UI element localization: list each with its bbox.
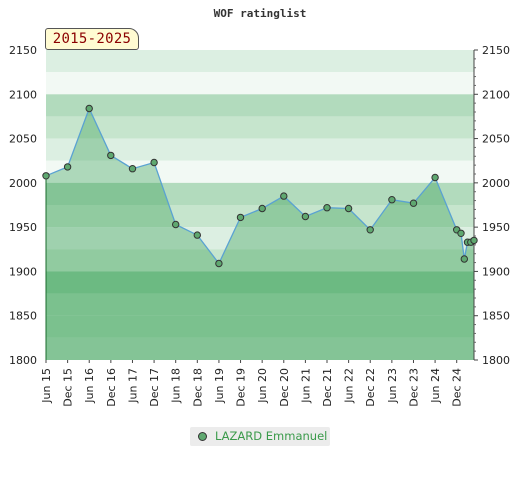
x-tick-label: Dec 15 [62,368,75,407]
y-tick-label-left: 1900 [9,265,37,278]
data-point [457,229,465,238]
x-tick-label: Jun 20 [256,368,269,404]
grid-band [46,116,474,139]
rating-points [42,104,478,268]
data-point [193,231,202,239]
x-tick-label: Dec 18 [191,368,204,407]
y-tick-label-right: 1850 [482,310,510,323]
x-tick-label: Dec 16 [105,368,118,407]
grid-band [46,182,474,205]
grid-band [46,293,474,316]
data-point [431,173,439,182]
x-tick-label: Dec 23 [407,368,420,407]
x-tick-label: Jun 21 [299,368,312,404]
grid-band [46,249,474,272]
x-tick-label: Dec 24 [451,368,464,407]
data-point [470,236,478,245]
x-tick-label: Dec 22 [364,368,377,407]
x-tick-label: Jun 17 [126,368,139,404]
y-tick-label-right: 1800 [482,354,510,367]
data-point [388,196,396,204]
y-tick-label-right: 1900 [482,265,510,278]
y-tick-label-left: 1950 [9,221,37,234]
grid-band [46,315,474,338]
x-tick-label: Jun 22 [343,368,356,404]
y-tick-label-left: 1850 [9,310,37,323]
y-tick-label-right: 1950 [482,221,510,234]
rating-area-fill [46,108,474,360]
data-point [344,204,353,213]
legend-marker-icon [198,432,207,441]
data-point [236,213,245,222]
chart-axes: 1800 1800 1850 1850 1900 1900 1950 1950 2000 2000… [9,44,510,407]
x-tick-label: Dec 20 [278,368,291,407]
data-point [409,199,418,207]
y-tick-label-right: 2150 [482,44,510,57]
data-point [63,163,72,171]
x-tick-label: Jun 18 [170,368,183,404]
y-tick-label-left: 2000 [9,177,37,190]
data-point [42,172,50,180]
period-label: 2015-2025 [52,31,132,47]
data-point [366,226,374,234]
y-tick-label-right: 2050 [482,133,510,146]
y-tick-label-left: 2050 [9,133,37,146]
rating-bands [46,50,474,360]
grid-band [46,271,474,294]
y-tick-label-right: 2000 [482,177,510,190]
data-point [301,212,310,221]
period-badge: 2015-2025 [45,28,139,50]
data-point [150,158,158,167]
data-point [258,204,266,213]
grid-band [46,337,474,360]
y-tick-label-left: 2150 [9,44,37,57]
grid-band [46,205,474,228]
x-tick-label: Dec 17 [148,368,161,407]
data-point [460,255,468,263]
grid-band [46,94,474,117]
data-point [107,151,115,160]
data-point [128,165,137,173]
grid-band [46,72,474,95]
x-tick-label: Jun 24 [429,368,442,404]
legend-label: LAZARD Emmanuel [215,429,328,443]
data-point [215,259,223,268]
y-tick-label-left: 2100 [9,88,37,101]
x-tick-label: Jun 19 [213,368,226,404]
x-tick-label: Jun 15 [40,368,53,404]
data-point [280,192,288,200]
legend[interactable]: LAZARD Emmanuel [190,427,330,446]
x-tick-label: Jun 16 [83,368,96,404]
y-tick-label-left: 1800 [9,354,37,367]
data-point [323,204,331,212]
data-point [172,220,180,229]
grid-band [46,50,474,73]
x-tick-label: Dec 19 [235,368,248,407]
grid-band [46,227,474,250]
grid-band [46,138,474,161]
x-tick-label: Dec 21 [321,368,334,407]
grid-band [46,160,474,183]
data-point [85,104,93,113]
x-tick-label: Jun 23 [386,368,399,404]
y-tick-label-right: 2100 [482,88,510,101]
chart-title: WOF ratinglist [214,7,307,20]
